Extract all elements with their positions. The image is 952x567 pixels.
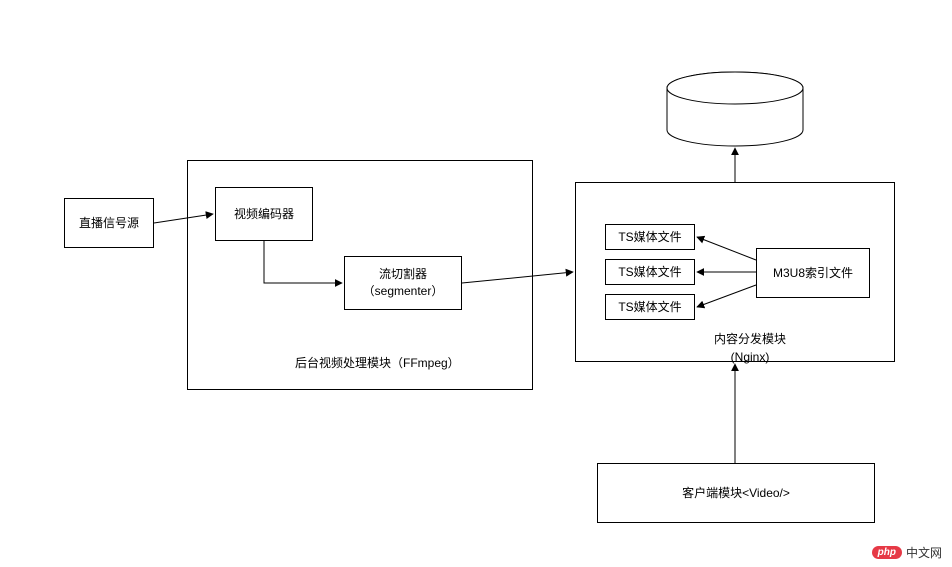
encoder-label: 视频编码器: [234, 206, 294, 223]
watermark-text: 中文网: [906, 544, 942, 561]
source-node: 直播信号源: [64, 198, 154, 248]
watermark-logo: php: [872, 546, 902, 559]
source-label: 直播信号源: [79, 215, 139, 232]
client-node: 客户端模块<Video/>: [597, 463, 875, 523]
encoder-node: 视频编码器: [215, 187, 313, 241]
nginx-module-label: 内容分发模块 (Nginx): [680, 330, 820, 366]
segmenter-node-text: 流切割器 （segmenter）: [344, 256, 462, 310]
ffmpeg-module-label: 后台视频处理模块（FFmpeg）: [295, 354, 455, 372]
watermark: php 中文网: [872, 544, 942, 561]
database-label: 数据库: [705, 102, 765, 119]
ts-file-2: TS媒体文件: [605, 259, 695, 285]
m3u8-node: M3U8索引文件: [756, 248, 870, 298]
ts-file-1: TS媒体文件: [605, 224, 695, 250]
ts-file-3: TS媒体文件: [605, 294, 695, 320]
m3u8-label: M3U8索引文件: [773, 265, 853, 282]
client-label: 客户端模块<Video/>: [682, 485, 790, 502]
